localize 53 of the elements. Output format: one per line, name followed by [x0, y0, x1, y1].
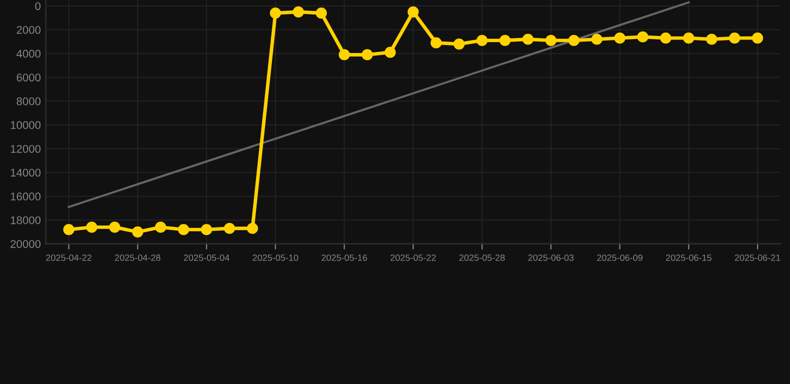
- point: [362, 49, 373, 60]
- y-tick-label: 14000: [10, 168, 41, 177]
- y-tick-label: 18000: [10, 216, 41, 224]
- point: [408, 6, 419, 18]
- point: [292, 6, 304, 18]
- x-tick-label: 2025-05-28: [459, 254, 505, 261]
- point: [270, 8, 281, 19]
- point: [522, 34, 534, 45]
- y-tick-label: 12000: [10, 144, 41, 153]
- y-tick-label: 6000: [16, 74, 41, 82]
- point: [200, 224, 212, 236]
- point: [476, 34, 488, 46]
- point: [499, 34, 511, 46]
- x-tick-label: 2025-04-28: [115, 254, 160, 261]
- y-tick-label: 8000: [16, 97, 41, 106]
- point: [109, 222, 120, 233]
- point: [454, 38, 465, 50]
- x-tick-label: 2025-05-16: [322, 254, 367, 261]
- y-tick-label: 10000: [10, 121, 41, 130]
- x-tick-label: 2025-06-15: [666, 254, 712, 261]
- point: [729, 32, 740, 44]
- y-tick-label: 16000: [10, 192, 41, 200]
- point: [545, 34, 556, 46]
- y-tick-label: 4000: [16, 50, 41, 58]
- point: [706, 34, 718, 45]
- point: [178, 224, 190, 236]
- x-tick-label: 2025-06-21: [734, 254, 780, 261]
- x-tick-label: 2025-06-03: [528, 254, 574, 261]
- point: [683, 32, 694, 44]
- point: [614, 32, 626, 44]
- point: [660, 32, 672, 44]
- point: [430, 37, 442, 48]
- point: [63, 224, 74, 236]
- point: [568, 34, 580, 46]
- point: [132, 226, 144, 238]
- x-tick-label: 2025-05-10: [252, 254, 298, 261]
- x-tick-label: 2025-05-22: [390, 254, 436, 261]
- x-tick-label: 2025-05-04: [184, 254, 230, 261]
- y-tick-label: 0: [35, 2, 41, 10]
- point: [591, 34, 602, 45]
- x-tick-label: 2025-06-09: [597, 254, 642, 261]
- point: [384, 46, 396, 58]
- y-tick-label: 20000: [10, 240, 41, 248]
- point: [752, 32, 764, 44]
- point: [246, 222, 258, 234]
- y-tick-label: 2000: [16, 26, 41, 34]
- point: [224, 222, 236, 234]
- point: [316, 8, 327, 19]
- point: [338, 49, 350, 60]
- point: [155, 222, 166, 233]
- x-tick-label: 2025-04-22: [46, 254, 92, 261]
- point: [637, 31, 648, 42]
- point: [86, 222, 98, 233]
